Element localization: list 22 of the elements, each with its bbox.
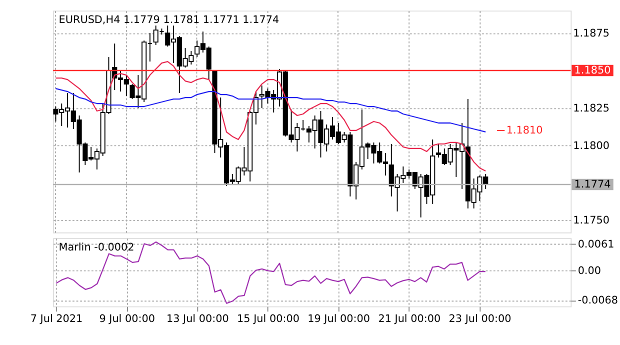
chart-title: Marlin -0.0002 xyxy=(58,241,134,254)
annotation: 1.1810 xyxy=(506,124,543,136)
y-tick-label: -0.0068 xyxy=(578,294,618,307)
line-series xyxy=(55,60,486,172)
line-series xyxy=(55,241,486,304)
y-tick-label: 1.1875 xyxy=(573,27,610,40)
y-tick-label: 0.0061 xyxy=(578,238,614,251)
y-tick-label: 0.00 xyxy=(578,265,601,278)
y-tick-label: 1.1825 xyxy=(573,102,610,114)
x-tick-label: 9 Jul 00:00 xyxy=(99,313,155,325)
chart-title: EURUSD,H4 1.1779 1.1781 1.1771 1.1774 xyxy=(58,14,280,26)
x-tick-label: 7 Jul 2021 xyxy=(30,313,83,325)
x-tick-label: 23 Jul 00:00 xyxy=(448,313,512,325)
line-series xyxy=(55,88,486,133)
y-tick-label: 1.1800 xyxy=(573,140,610,152)
x-tick-label: 13 Jul 00:00 xyxy=(166,313,229,325)
ref-line-label: 1.1774 xyxy=(574,178,612,190)
ref-line-label: 1.1850 xyxy=(574,64,611,76)
x-tick-label: 15 Jul 00:00 xyxy=(237,313,300,325)
x-tick-label: 19 Jul 00:00 xyxy=(308,313,370,325)
y-tick-label: 1.1750 xyxy=(573,214,610,227)
x-tick-label: 21 Jul 00:00 xyxy=(378,313,441,325)
